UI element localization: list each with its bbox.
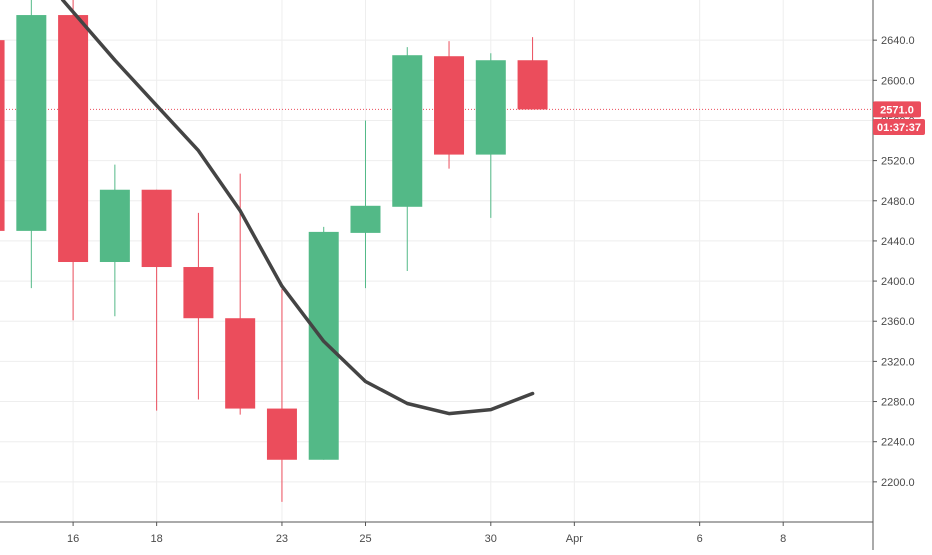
countdown-tag-value: 01:37:37 [877,122,921,134]
x-tick-label: 30 [485,533,497,545]
moving-average [60,0,535,416]
candle-down [183,212,214,400]
y-tick-label: 2640.0 [881,35,915,47]
y-tick-label: 2600.0 [881,75,915,87]
candle-body [308,231,339,460]
candle-down [434,41,465,169]
candle-body [266,408,297,460]
candle-body [58,15,89,263]
candle-up [475,53,506,218]
x-tick-label: 8 [780,533,786,545]
candle-up [99,164,130,317]
candle-down [58,0,89,321]
candle-up [308,226,339,460]
x-tick-label: Apr [566,533,583,545]
y-tick-label: 2280.0 [881,397,915,409]
y-tick-label: 2480.0 [881,196,915,208]
candle-body [99,189,130,263]
candle-up [392,47,423,272]
ma-line [60,0,535,416]
candle-up [16,0,47,289]
candle-down [266,289,297,502]
x-tick-label: 16 [67,533,79,545]
candle-body [16,15,47,231]
candle-down [517,37,548,110]
last-price-tags: 2571.0 01:37:37 [873,101,925,135]
y-tick-label: 2240.0 [881,437,915,449]
candle-body [350,205,381,233]
candle-up [350,120,381,289]
x-tick-label: 23 [276,533,288,545]
candle-body [183,267,214,319]
candle-body [392,55,423,207]
x-tick-label: 18 [151,533,163,545]
axes [0,0,874,550]
candle-down [141,189,172,411]
y-tick-label: 2520.0 [881,156,915,168]
y-tick-label: 2200.0 [881,477,915,489]
candles [0,0,548,502]
last-price-tag-value: 2571.0 [880,104,914,116]
candle-down [225,173,256,415]
candle-body [517,60,548,110]
candle-down [0,40,5,231]
x-tick-label: 25 [359,533,371,545]
x-tick-label: 6 [697,533,703,545]
candle-body [475,60,506,155]
y-tick-label: 2320.0 [881,356,915,368]
candle-body [141,189,172,268]
last-price-tag-bg [873,101,921,118]
countdown-tag-bg [873,119,925,135]
y-tick-label: 2440.0 [881,236,915,248]
y-tick-label: 2400.0 [881,276,915,288]
x-axis-ticks: 16 18 23 25 30 Apr 6 8 [67,522,786,545]
candle-body [0,40,5,231]
candle-body [225,318,256,409]
y-tick-label: 2360.0 [881,316,915,328]
candle-body [434,56,465,155]
